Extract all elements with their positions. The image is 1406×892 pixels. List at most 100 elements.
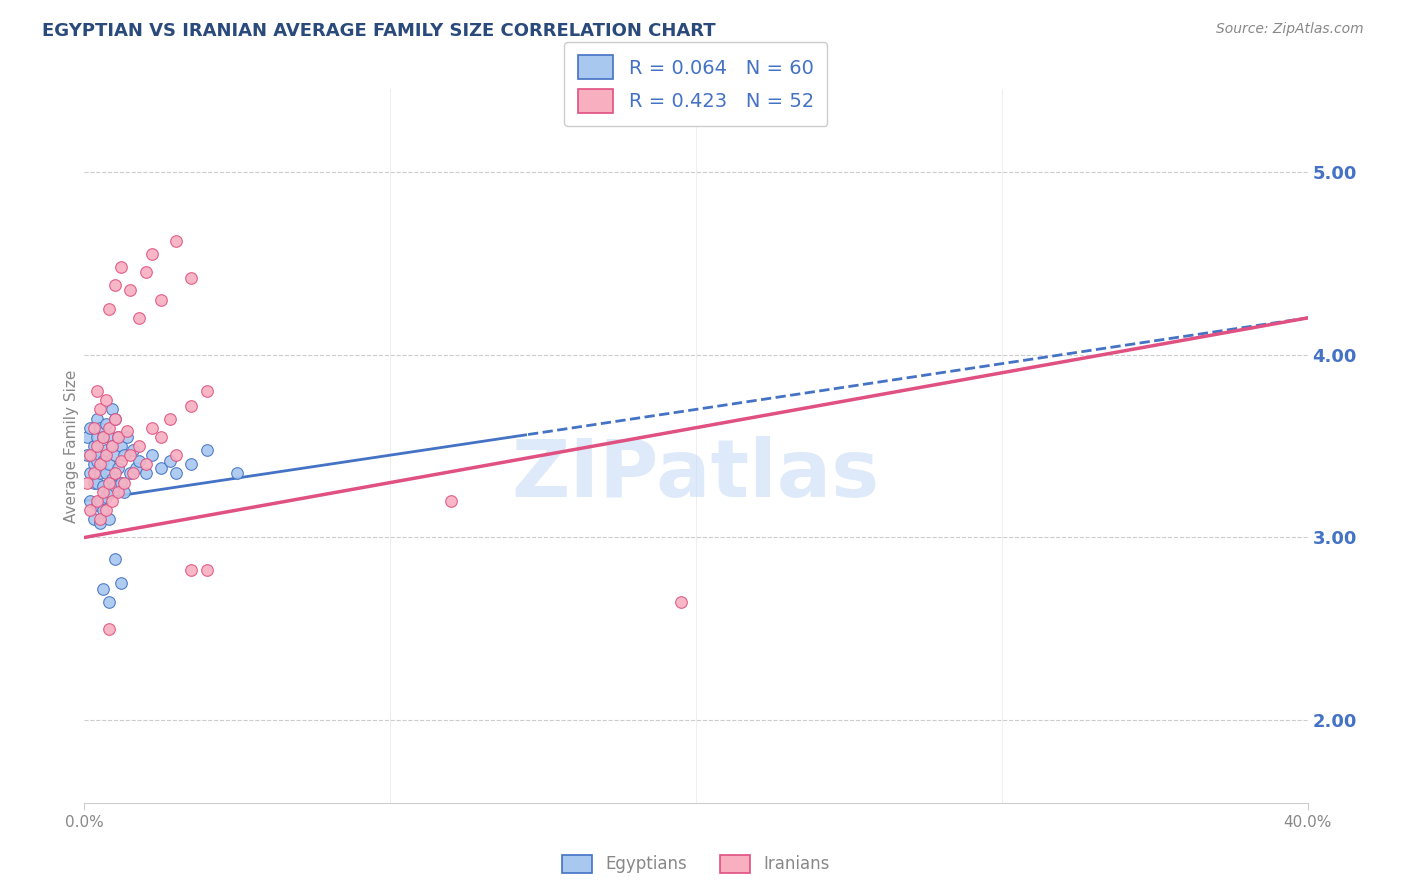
Point: [91, 430, 114, 444]
Point: [110, 576, 132, 591]
Point: [89, 494, 111, 508]
Point: [104, 448, 127, 462]
Point: [226, 467, 249, 481]
Point: [440, 494, 463, 508]
Text: Source: ZipAtlas.com: Source: ZipAtlas.com: [1216, 22, 1364, 37]
Point: [91, 430, 114, 444]
Point: [141, 420, 163, 434]
Point: [83, 467, 105, 481]
Point: [89, 402, 111, 417]
Point: [149, 430, 172, 444]
Point: [79, 420, 101, 434]
Point: [97, 420, 120, 434]
Point: [669, 594, 692, 608]
Point: [101, 494, 124, 508]
Point: [79, 448, 101, 462]
Point: [165, 448, 187, 462]
Point: [97, 594, 120, 608]
Point: [97, 430, 120, 444]
Point: [110, 453, 132, 467]
Point: [86, 384, 108, 398]
Point: [89, 512, 111, 526]
Point: [104, 479, 127, 493]
Point: [149, 461, 172, 475]
Point: [94, 393, 117, 408]
Point: [101, 402, 124, 417]
Point: [128, 439, 150, 453]
Point: [89, 420, 111, 434]
Point: [180, 458, 202, 472]
Point: [83, 475, 105, 490]
Point: [86, 494, 108, 508]
Point: [91, 484, 114, 499]
Point: [180, 399, 202, 413]
Text: EGYPTIAN VS IRANIAN AVERAGE FAMILY SIZE CORRELATION CHART: EGYPTIAN VS IRANIAN AVERAGE FAMILY SIZE …: [42, 22, 716, 40]
Point: [97, 301, 120, 316]
Point: [135, 265, 157, 279]
Point: [94, 417, 117, 431]
Point: [79, 503, 101, 517]
Point: [112, 448, 135, 462]
Point: [83, 512, 105, 526]
Point: [104, 552, 127, 566]
Point: [97, 484, 120, 499]
Point: [101, 439, 124, 453]
Point: [115, 430, 138, 444]
Point: [120, 467, 142, 481]
Point: [107, 461, 129, 475]
Point: [104, 411, 127, 425]
Point: [76, 475, 98, 490]
Point: [104, 277, 127, 292]
Point: [112, 484, 135, 499]
Point: [91, 503, 114, 517]
Point: [110, 439, 132, 453]
Point: [141, 247, 163, 261]
Point: [112, 475, 135, 490]
Point: [107, 430, 129, 444]
Point: [79, 494, 101, 508]
Point: [122, 442, 145, 457]
Point: [83, 458, 105, 472]
Point: [165, 234, 187, 248]
Point: [94, 490, 117, 504]
Point: [83, 420, 105, 434]
Point: [86, 498, 108, 512]
Point: [94, 448, 117, 462]
Point: [94, 467, 117, 481]
Point: [159, 411, 181, 425]
Point: [101, 472, 124, 486]
Point: [110, 475, 132, 490]
Point: [76, 430, 98, 444]
Point: [89, 467, 111, 481]
Point: [89, 458, 111, 472]
Point: [115, 425, 138, 439]
Point: [122, 467, 145, 481]
Point: [91, 582, 114, 596]
Point: [86, 430, 108, 444]
Point: [91, 479, 114, 493]
Point: [120, 448, 142, 462]
Point: [104, 467, 127, 481]
Point: [180, 270, 202, 285]
Point: [97, 458, 120, 472]
Point: [135, 467, 157, 481]
Legend: Egyptians, Iranians: Egyptians, Iranians: [555, 848, 837, 880]
Point: [101, 439, 124, 453]
Point: [141, 448, 163, 462]
Point: [86, 453, 108, 467]
Point: [89, 516, 111, 530]
Point: [86, 475, 108, 490]
Point: [94, 442, 117, 457]
Point: [128, 453, 150, 467]
Point: [79, 467, 101, 481]
Point: [97, 512, 120, 526]
Point: [94, 503, 117, 517]
Point: [97, 475, 120, 490]
Point: [97, 622, 120, 636]
Point: [89, 448, 111, 462]
Point: [104, 411, 127, 425]
Point: [195, 384, 218, 398]
Point: [76, 448, 98, 462]
Point: [110, 260, 132, 274]
Text: ZIPatlas: ZIPatlas: [512, 435, 880, 514]
